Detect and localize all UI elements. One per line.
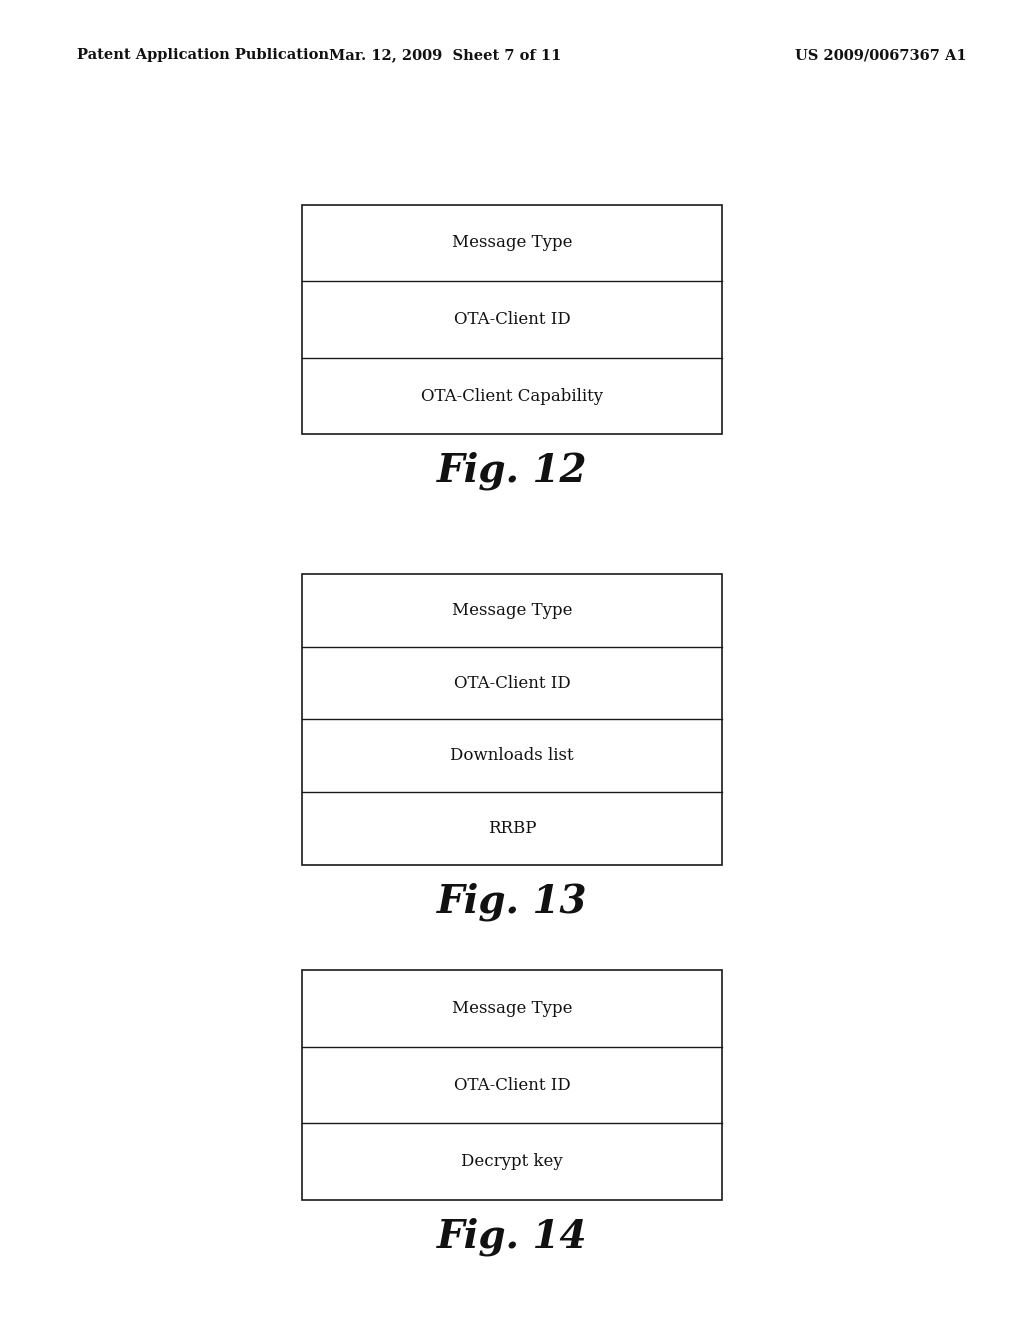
Text: Fig. 13: Fig. 13 (437, 882, 587, 921)
Text: Fig. 12: Fig. 12 (437, 451, 587, 491)
Text: Message Type: Message Type (452, 235, 572, 251)
Text: Patent Application Publication: Patent Application Publication (77, 49, 329, 62)
Text: Message Type: Message Type (452, 602, 572, 619)
Text: US 2009/0067367 A1: US 2009/0067367 A1 (795, 49, 967, 62)
Text: OTA-Client ID: OTA-Client ID (454, 675, 570, 692)
Text: Fig. 14: Fig. 14 (437, 1217, 587, 1257)
Bar (302, 574, 722, 865)
Text: RRBP: RRBP (487, 820, 537, 837)
Text: Downloads list: Downloads list (451, 747, 573, 764)
Text: OTA-Client ID: OTA-Client ID (454, 1077, 570, 1093)
Bar (302, 970, 722, 1200)
Text: OTA-Client Capability: OTA-Client Capability (421, 388, 603, 404)
Text: OTA-Client ID: OTA-Client ID (454, 312, 570, 327)
Text: Mar. 12, 2009  Sheet 7 of 11: Mar. 12, 2009 Sheet 7 of 11 (330, 49, 561, 62)
Text: Decrypt key: Decrypt key (461, 1154, 563, 1170)
Bar (302, 205, 722, 434)
Text: Message Type: Message Type (452, 1001, 572, 1016)
